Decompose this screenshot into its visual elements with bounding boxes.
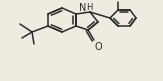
Text: H: H <box>86 3 92 12</box>
Text: O: O <box>94 42 102 52</box>
Text: N: N <box>79 3 87 13</box>
